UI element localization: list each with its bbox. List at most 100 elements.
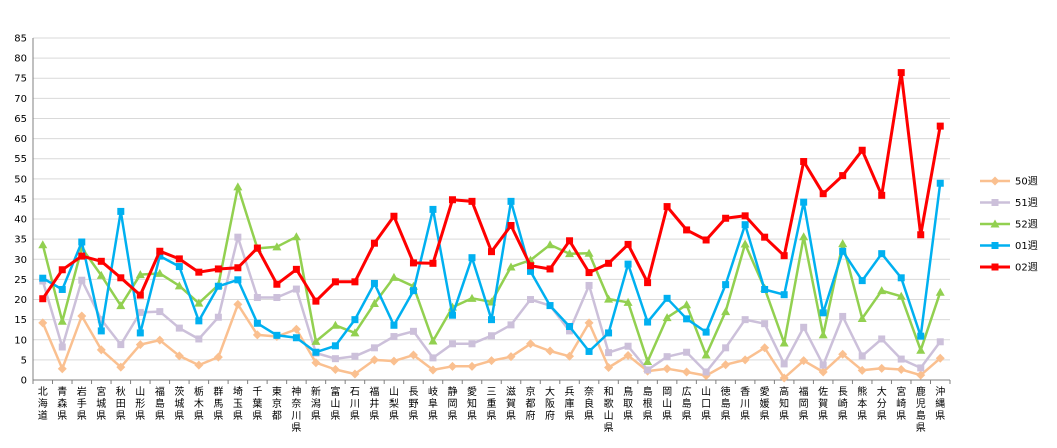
data-point [213, 352, 223, 362]
data-point [585, 281, 593, 289]
data-point [156, 247, 164, 255]
data-point [369, 355, 379, 365]
data-point [545, 346, 555, 356]
data-point [156, 252, 164, 260]
y-tick-label: 45 [14, 194, 27, 205]
data-point [878, 191, 886, 199]
data-point [135, 270, 145, 279]
data-point [409, 287, 417, 295]
axes [32, 38, 951, 384]
data-point [330, 320, 340, 329]
data-point [195, 268, 203, 276]
data-point [468, 340, 476, 348]
data-point [468, 254, 476, 262]
data-point [175, 263, 183, 271]
data-point [57, 316, 67, 325]
data-point [350, 328, 360, 337]
data-point [97, 327, 105, 335]
data-point [819, 361, 827, 369]
data-point [408, 350, 418, 360]
x-tick-label: 岩手県 [77, 385, 87, 422]
data-point [643, 356, 653, 365]
data-point [800, 158, 808, 166]
data-point [252, 330, 262, 340]
x-tick-label: 長崎県 [838, 386, 848, 422]
data-point [155, 268, 165, 277]
data-point [370, 239, 378, 247]
x-tick-label: 石川県 [350, 387, 360, 422]
data-point [662, 313, 672, 322]
series-layer [38, 69, 945, 383]
data-point [467, 361, 477, 371]
x-tick-label: 富山県 [330, 385, 340, 422]
data-point [448, 196, 456, 204]
x-tick-label: 鳥取県 [623, 385, 633, 422]
data-point [779, 373, 789, 383]
data-point [390, 212, 398, 220]
data-point [234, 276, 242, 284]
data-point [78, 252, 86, 260]
y-tick-label: 65 [14, 114, 27, 125]
x-tick-label: 熊本県 [857, 385, 867, 422]
data-point [58, 266, 66, 274]
legend: 50週 51週 52週 01週 02週 [980, 176, 1038, 274]
data-point [740, 239, 750, 248]
data-point [683, 226, 691, 234]
y-tick-label: 40 [14, 215, 27, 226]
data-point [565, 351, 575, 361]
data-point [917, 332, 925, 340]
data-point [800, 323, 808, 331]
data-point [721, 360, 731, 370]
x-tick-label: 静岡県 [447, 385, 457, 422]
data-point [97, 316, 105, 324]
data-point [799, 232, 809, 241]
data-point [722, 344, 730, 352]
data-point [136, 291, 144, 299]
data-point [350, 369, 360, 379]
data-point [644, 318, 652, 326]
data-point [936, 122, 944, 130]
x-tick-label: 島根県 [643, 385, 653, 422]
data-point [545, 240, 555, 249]
legend-label: 02週 [1015, 262, 1038, 274]
data-point [839, 312, 847, 320]
data-point [624, 240, 632, 248]
data-point [331, 355, 339, 363]
data-point [488, 316, 495, 324]
data-point [990, 176, 1000, 186]
data-point [292, 334, 300, 342]
data-point [663, 203, 671, 211]
data-point [487, 356, 496, 366]
data-point [234, 264, 242, 272]
x-tick-label: 福井県 [369, 385, 379, 422]
data-point [253, 244, 261, 252]
data-point [682, 367, 692, 377]
data-point [546, 302, 554, 310]
data-point [683, 348, 691, 356]
data-point [800, 198, 808, 206]
data-point [312, 348, 320, 356]
data-point [291, 232, 301, 241]
data-point [233, 299, 243, 309]
data-point [253, 319, 261, 327]
data-point [838, 349, 848, 359]
y-tick-label: 5 [21, 355, 27, 366]
y-tick-label: 55 [14, 154, 27, 165]
data-point [584, 318, 594, 328]
x-tick-label: 愛媛県 [760, 385, 770, 422]
data-point [584, 248, 594, 257]
data-point [194, 298, 204, 307]
data-point [878, 250, 886, 258]
y-tick-label: 25 [14, 275, 27, 286]
x-tick-label: 岐阜県 [428, 385, 438, 422]
data-point [566, 322, 574, 330]
x-tick-label: 秋田県 [116, 385, 126, 422]
legend-item: 51週 [980, 197, 1038, 209]
series-3 [39, 179, 944, 356]
data-point [155, 335, 165, 345]
x-tick-label: 岡山県 [662, 386, 672, 422]
data-point [58, 285, 66, 293]
data-point [409, 327, 417, 335]
x-tick-label: 広島県 [682, 385, 692, 422]
data-point [565, 249, 575, 258]
